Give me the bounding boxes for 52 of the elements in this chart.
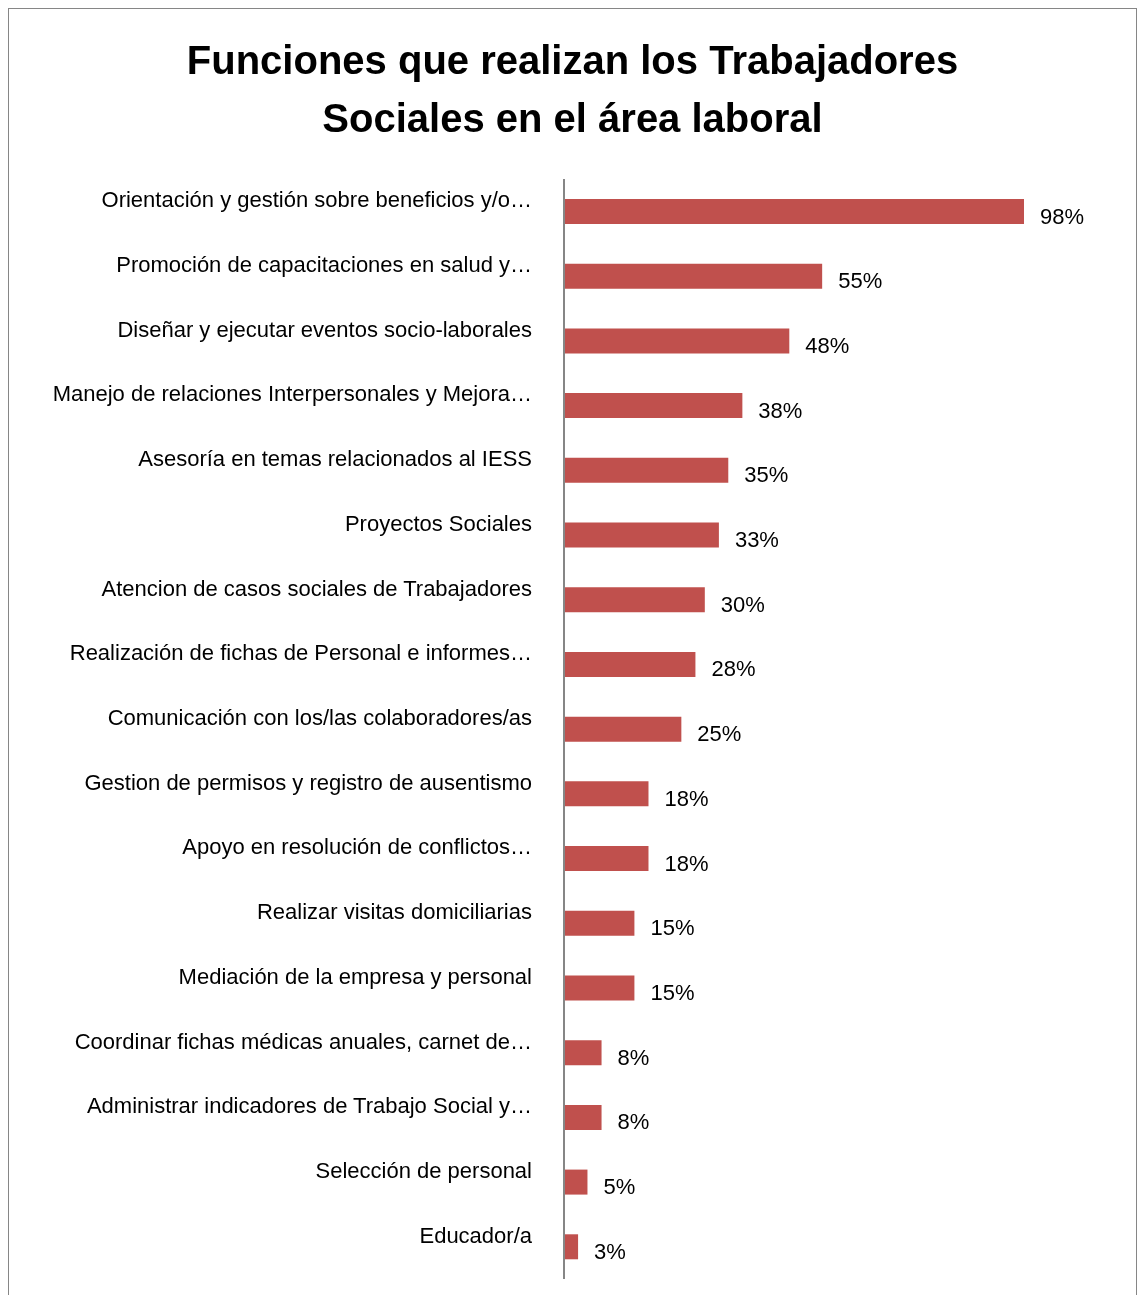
bar <box>564 328 790 354</box>
bar <box>564 263 823 289</box>
data-label: 28% <box>711 656 756 682</box>
data-label: 35% <box>744 462 789 488</box>
chart-title: Funciones que realizan los Trabajadores Sociales en el área laboral <box>185 37 960 142</box>
y-tick-label: Mediación de la empresa y personal <box>178 963 532 989</box>
data-label: 48% <box>805 332 850 358</box>
y-tick-label: Coordinar fichas médicas anuales, carnet de… <box>74 1028 532 1054</box>
y-tick-label: Realización de fichas de Personal e informes… <box>69 640 532 666</box>
y-tick-label: Promoción de capacitaciones en salud y… <box>116 252 532 278</box>
y-tick-label: Educador/a <box>419 1222 533 1248</box>
bar <box>564 522 719 548</box>
y-tick-label: Proyectos Sociales <box>344 510 532 536</box>
data-label: 8% <box>617 1109 650 1135</box>
data-label: 55% <box>838 268 883 294</box>
data-label: 5% <box>603 1174 636 1200</box>
y-tick-label: Administrar indicadores de Trabajo Social y… <box>86 1093 532 1119</box>
bar <box>564 587 705 613</box>
data-label: 8% <box>617 1044 650 1070</box>
data-label: 38% <box>758 397 803 423</box>
bar <box>564 975 635 1001</box>
data-label: 18% <box>664 850 709 876</box>
data-label: 3% <box>594 1238 626 1264</box>
y-tick-label: Orientación y gestión sobre beneficios y/o… <box>101 187 532 213</box>
data-label: 15% <box>650 915 695 941</box>
y-tick-label: Manejo de relaciones Interpersonales y Mejora… <box>52 381 532 407</box>
data-label: 15% <box>650 979 695 1005</box>
bar <box>564 393 743 419</box>
bar <box>564 1104 602 1130</box>
data-label: 18% <box>664 785 709 811</box>
data-label: 25% <box>697 721 742 747</box>
y-tick-label: Gestion de permisos y registro de ausentismo <box>84 769 532 795</box>
data-label: 30% <box>720 591 765 617</box>
bar <box>564 1234 579 1260</box>
y-tick-label: Asesoría en temas relacionados al IESS <box>138 446 532 472</box>
data-label: 33% <box>734 527 779 553</box>
bar <box>564 1169 588 1195</box>
bar <box>564 651 696 677</box>
y-tick-label: Comunicación con los/las colaboradores/as <box>107 705 532 730</box>
y-tick-label: Realizar visitas domiciliarias <box>256 899 532 925</box>
y-tick-label: Atencion de casos sociales de Trabajadores <box>101 575 532 601</box>
bar <box>564 910 635 936</box>
bar <box>564 199 1024 224</box>
y-tick-label: Apoyo en resolución de conflictos… <box>182 834 532 860</box>
bar <box>564 1040 602 1066</box>
y-tick-label: Diseñar y ejecutar eventos socio-laborales <box>117 316 532 342</box>
bar <box>564 716 682 742</box>
bar <box>564 781 649 807</box>
bar <box>564 846 649 872</box>
data-label: 98% <box>1040 203 1085 229</box>
bar <box>564 457 729 483</box>
y-tick-label: Selección de personal <box>315 1157 532 1183</box>
